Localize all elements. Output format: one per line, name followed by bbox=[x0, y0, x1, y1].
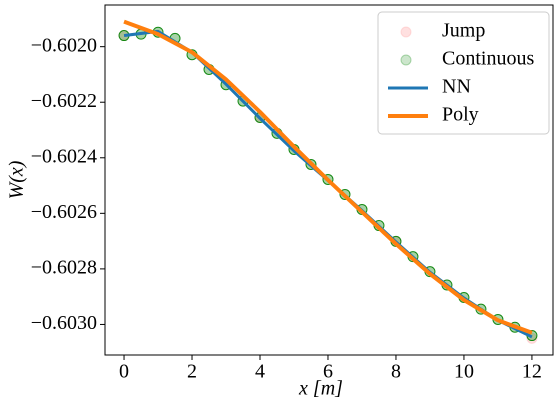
y-tick-label: −0.6028 bbox=[31, 256, 97, 278]
legend-label: Poly bbox=[442, 104, 479, 126]
y-tick-label: −0.6026 bbox=[31, 201, 97, 223]
x-tick-label: 12 bbox=[522, 361, 542, 383]
legend-marker bbox=[400, 54, 412, 66]
y-tick-label: −0.6020 bbox=[31, 34, 97, 56]
y-tick-label: −0.6024 bbox=[31, 145, 97, 167]
x-tick-label: 4 bbox=[255, 361, 265, 383]
legend-label: NN bbox=[442, 76, 471, 98]
x-axis-label: x [m] bbox=[298, 378, 343, 400]
data-line bbox=[123, 19, 533, 335]
plot-frame bbox=[104, 4, 554, 356]
x-tick-label: 6 bbox=[323, 361, 333, 383]
x-tick-label: 2 bbox=[187, 361, 197, 383]
x-tick-label: 8 bbox=[391, 361, 401, 383]
legend-marker bbox=[400, 26, 412, 38]
x-tick-label: 10 bbox=[454, 361, 474, 383]
y-tick-label: −0.6022 bbox=[31, 90, 97, 112]
x-tick-label: 0 bbox=[119, 361, 129, 383]
legend-label: Continuous bbox=[442, 48, 534, 70]
legend-box bbox=[377, 11, 550, 135]
legend-label: Jump bbox=[442, 20, 485, 42]
y-tick-label: −0.6030 bbox=[31, 312, 97, 334]
y-axis-label: W(x) bbox=[6, 160, 28, 199]
